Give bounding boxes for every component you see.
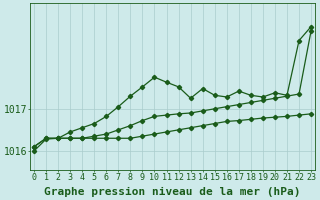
X-axis label: Graphe pression niveau de la mer (hPa): Graphe pression niveau de la mer (hPa) xyxy=(44,186,301,197)
